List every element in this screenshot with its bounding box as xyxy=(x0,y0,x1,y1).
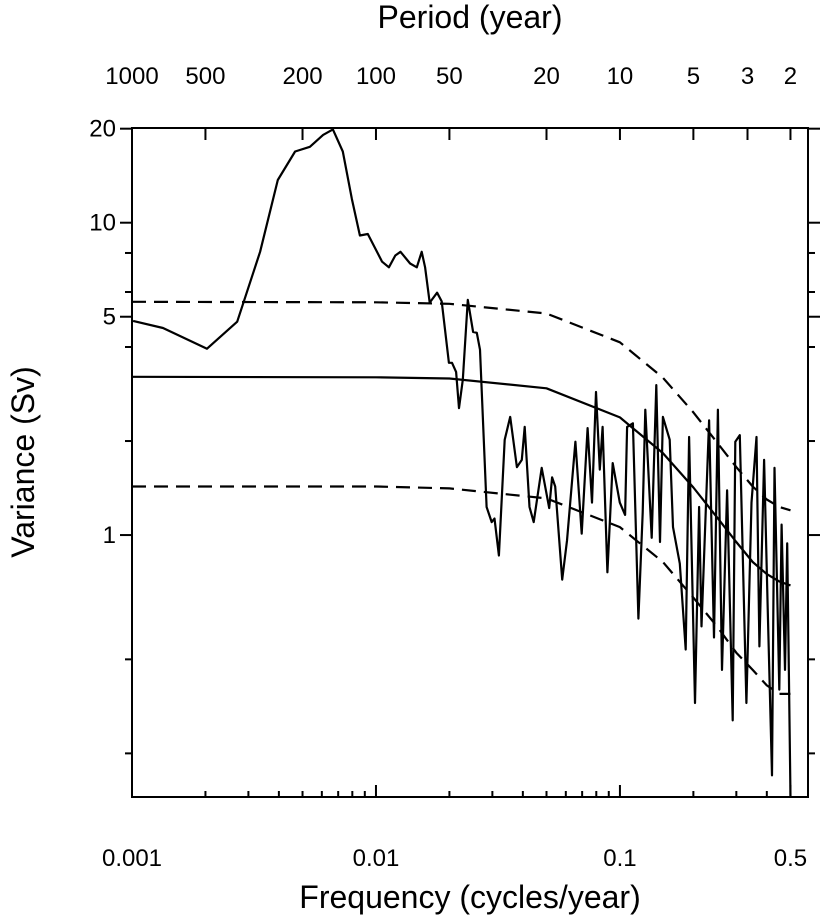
top-tick-label: 100 xyxy=(356,63,396,90)
y-tick-label: 10 xyxy=(89,210,116,237)
y-tick-label: 20 xyxy=(89,116,116,143)
y-tick-label: 5 xyxy=(103,304,116,331)
top-tick-label: 10 xyxy=(607,63,634,90)
red-noise-line xyxy=(131,375,791,587)
y-tick-label: 1 xyxy=(103,522,116,549)
plot-frame xyxy=(131,127,809,798)
spectrum-line xyxy=(132,128,792,798)
tick-labels: 0.001 0.01 0.1 0.5 1000 500 200 100 50 20 10 5 3 2 1 5 1… xyxy=(89,63,807,872)
lower-confidence-line xyxy=(132,485,791,696)
top-axis-title: Period (year) xyxy=(378,0,563,35)
x-tick-label: 0.5 xyxy=(774,845,807,872)
x-tick-label: 0.001 xyxy=(102,845,162,872)
y-axis-title: Variance (Sv) xyxy=(5,366,41,557)
top-tick-label: 500 xyxy=(185,63,225,90)
upper-confidence-line xyxy=(131,300,791,512)
axis-ticks xyxy=(120,127,820,797)
series-group xyxy=(131,128,792,798)
top-tick-label: 1000 xyxy=(105,63,158,90)
x-tick-label: 0.1 xyxy=(603,845,636,872)
top-tick-label: 2 xyxy=(784,63,797,90)
top-tick-label: 3 xyxy=(741,63,754,90)
x-axis-title: Frequency (cycles/year) xyxy=(299,879,640,915)
top-tick-label: 20 xyxy=(533,63,560,90)
top-tick-label: 200 xyxy=(283,63,323,90)
top-tick-label: 50 xyxy=(436,63,463,90)
top-tick-label: 5 xyxy=(687,63,700,90)
x-tick-label: 0.01 xyxy=(353,845,400,872)
